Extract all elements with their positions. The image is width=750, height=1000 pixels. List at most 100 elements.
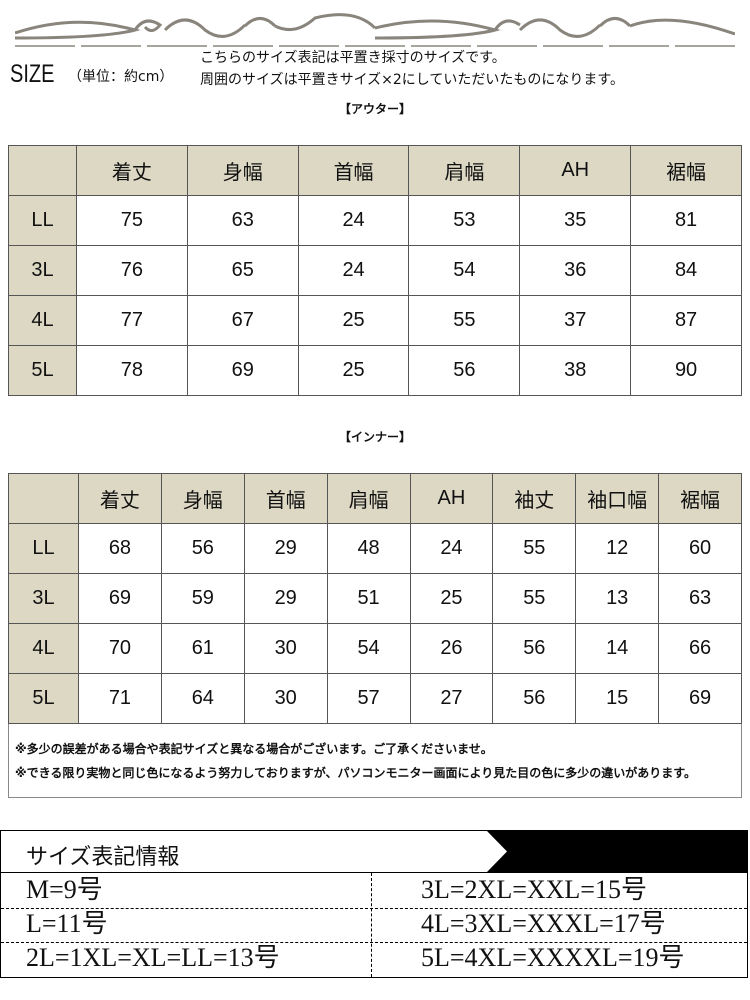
column-header: 着丈 bbox=[78, 473, 162, 524]
size-equivalence: M=9号 bbox=[26, 875, 103, 904]
value-cell: 55 bbox=[492, 573, 577, 624]
value-cell: 84 bbox=[630, 245, 742, 296]
value-cell: 76 bbox=[76, 245, 188, 296]
value-cell: 68 bbox=[78, 523, 162, 574]
table-row: 3L 69 59 29 51 25 55 13 63 bbox=[8, 573, 742, 624]
size-cell: 3L bbox=[8, 245, 77, 296]
desc-line: こちらのサイズ表記は平置き採寸のサイズです。 bbox=[200, 50, 506, 66]
value-cell: 78 bbox=[76, 345, 188, 396]
value-cell: 29 bbox=[243, 523, 328, 574]
value-cell: 37 bbox=[519, 295, 632, 346]
table-row: 5L 78 69 25 56 38 90 bbox=[8, 345, 742, 396]
column-header: 身幅 bbox=[160, 473, 245, 524]
value-cell: 56 bbox=[160, 523, 245, 574]
corner-cell bbox=[8, 145, 77, 196]
column-header: 肩幅 bbox=[326, 473, 411, 524]
unit-label: （単位：約cm） bbox=[68, 69, 174, 85]
size-cell: 3L bbox=[8, 573, 79, 624]
value-cell: 55 bbox=[492, 523, 577, 574]
value-cell: 24 bbox=[409, 523, 494, 574]
value-cell: 48 bbox=[326, 523, 411, 574]
value-cell: 69 bbox=[78, 573, 162, 624]
column-header: 首幅 bbox=[243, 473, 328, 524]
value-cell: 56 bbox=[492, 623, 577, 674]
table-row: 4L 70 61 30 54 26 56 14 66 bbox=[8, 623, 742, 674]
value-cell: 56 bbox=[408, 345, 521, 396]
value-cell: 38 bbox=[519, 345, 632, 396]
column-header: AH bbox=[409, 473, 494, 524]
inner-size-table: 着丈 身幅 首幅 肩幅 AH 袖丈 袖口幅 裾幅 LL 68 56 29 48 24 55 12 60 3L 69 5… bbox=[8, 473, 742, 798]
value-cell: 24 bbox=[297, 245, 410, 296]
value-cell: 29 bbox=[243, 573, 328, 624]
value-cell: 65 bbox=[186, 245, 299, 296]
value-cell: 25 bbox=[409, 573, 494, 624]
table-row: 5L 71 64 30 57 27 56 15 69 bbox=[8, 673, 742, 724]
outer-title: 【アウター】 bbox=[338, 102, 411, 116]
column-header: 身幅 bbox=[186, 145, 299, 196]
value-cell: 63 bbox=[658, 573, 742, 624]
value-cell: 25 bbox=[297, 345, 410, 396]
size-cell: 4L bbox=[8, 295, 77, 346]
size-cell: 4L bbox=[8, 623, 79, 674]
value-cell: 25 bbox=[297, 295, 410, 346]
header-row: 着丈 身幅 首幅 肩幅 AH 袖丈 袖口幅 裾幅 bbox=[8, 473, 742, 524]
value-cell: 71 bbox=[78, 673, 162, 724]
value-cell: 64 bbox=[160, 673, 245, 724]
size-equivalence: 5L=4XL=XXXXL=19号 bbox=[421, 943, 685, 972]
value-cell: 54 bbox=[408, 245, 521, 296]
size-description: こちらのサイズ表記は平置き採寸のサイズです。 周囲のサイズは平置きサイズ×2にし… bbox=[200, 47, 624, 91]
column-header: 肩幅 bbox=[408, 145, 521, 196]
value-cell: 55 bbox=[408, 295, 521, 346]
value-cell: 66 bbox=[658, 623, 742, 674]
column-header: 袖丈 bbox=[492, 473, 577, 524]
value-cell: 30 bbox=[243, 673, 328, 724]
value-cell: 69 bbox=[186, 345, 299, 396]
size-label: SIZE bbox=[10, 60, 55, 88]
column-header: 首幅 bbox=[297, 145, 410, 196]
value-cell: 67 bbox=[186, 295, 299, 346]
size-cell: 5L bbox=[8, 345, 77, 396]
column-header: 裾幅 bbox=[658, 473, 742, 524]
value-cell: 60 bbox=[658, 523, 742, 574]
column-header: 裾幅 bbox=[630, 145, 742, 196]
size-equivalence: 4L=3XL=XXXL=17号 bbox=[421, 909, 666, 938]
value-cell: 53 bbox=[408, 195, 521, 246]
value-cell: 54 bbox=[326, 623, 411, 674]
corner-cell bbox=[8, 473, 79, 524]
value-cell: 35 bbox=[519, 195, 632, 246]
column-header: AH bbox=[519, 145, 632, 196]
value-cell: 13 bbox=[575, 573, 660, 624]
size-equivalence: L=11号 bbox=[26, 909, 108, 938]
notes: ※多少の誤差がある場合や表記サイズと異なる場合がございます。ご了承くださいませ。… bbox=[8, 723, 742, 798]
value-cell: 69 bbox=[658, 673, 742, 724]
table-row: LL 75 63 24 53 35 81 bbox=[8, 195, 742, 246]
value-cell: 24 bbox=[297, 195, 410, 246]
value-cell: 63 bbox=[186, 195, 299, 246]
column-header: 袖口幅 bbox=[575, 473, 660, 524]
note: ※できる限り実物と同じ色になるよう努力しておりますが、パソコンモニター画面により… bbox=[15, 765, 697, 780]
value-cell: 30 bbox=[243, 623, 328, 674]
value-cell: 61 bbox=[160, 623, 245, 674]
size-cell: LL bbox=[8, 523, 79, 574]
table-row: LL 68 56 29 48 24 55 12 60 bbox=[8, 523, 742, 574]
value-cell: 27 bbox=[409, 673, 494, 724]
size-cell: 5L bbox=[8, 673, 79, 724]
value-cell: 12 bbox=[575, 523, 660, 574]
decorative-ornament bbox=[15, 13, 735, 47]
value-cell: 87 bbox=[630, 295, 742, 346]
inner-title: 【インナー】 bbox=[338, 430, 411, 444]
table-row: 4L 77 67 25 55 37 87 bbox=[8, 295, 742, 346]
size-info-box: サイズ表記情報 M=9号 L=11号 2L=1XL=XL=LL=13号 3L=2XL=… bbox=[0, 830, 748, 978]
desc-line: 周囲のサイズは平置きサイズ×2にしていただいたものになります。 bbox=[200, 72, 624, 88]
table-row: 3L 76 65 24 54 36 84 bbox=[8, 245, 742, 296]
value-cell: 77 bbox=[76, 295, 188, 346]
size-equivalence: 3L=2XL=XXL=15号 bbox=[421, 875, 647, 904]
value-cell: 15 bbox=[575, 673, 660, 724]
size-info-title: サイズ表記情報 bbox=[26, 845, 180, 870]
outer-size-table: 着丈 身幅 首幅 肩幅 AH 裾幅 LL 75 63 24 53 35 81 3L 76 65 24 54 36 84… bbox=[8, 145, 742, 396]
value-cell: 26 bbox=[409, 623, 494, 674]
note: ※多少の誤差がある場合や表記サイズと異なる場合がございます。ご了承くださいませ。 bbox=[15, 741, 493, 756]
value-cell: 90 bbox=[630, 345, 742, 396]
value-cell: 14 bbox=[575, 623, 660, 674]
column-header: 着丈 bbox=[76, 145, 188, 196]
